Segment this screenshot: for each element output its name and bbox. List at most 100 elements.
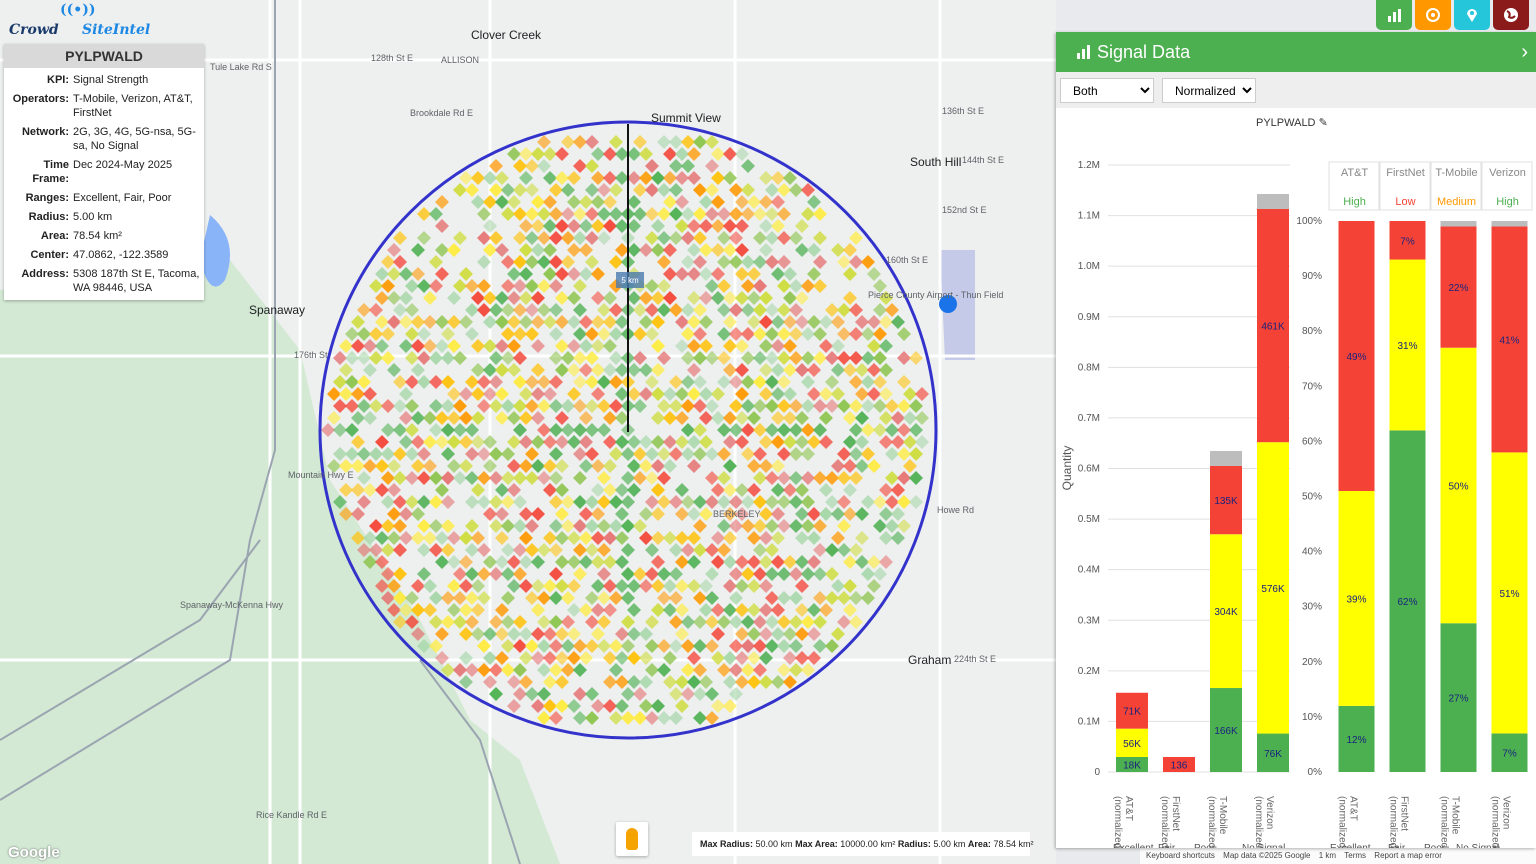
heat-cell (747, 195, 761, 209)
heat-cell (717, 303, 731, 317)
keyboard-shortcuts-link[interactable]: Keyboard shortcuts (1146, 851, 1215, 860)
heat-cell (615, 363, 629, 377)
bar-segment[interactable] (1389, 221, 1426, 260)
heat-cell (633, 567, 647, 581)
bar-segment[interactable] (1338, 705, 1375, 772)
heat-cell (729, 375, 743, 389)
heat-cell (603, 339, 617, 353)
airport-icon[interactable] (939, 295, 957, 313)
bar-segment[interactable] (1338, 490, 1375, 706)
heat-cell (831, 387, 845, 401)
heat-cell (591, 507, 605, 521)
chart-title[interactable]: PYLPWALD ✎ (1256, 116, 1328, 129)
heat-cell (333, 495, 347, 509)
heat-cell (387, 315, 401, 329)
info-key: Network: (21, 126, 69, 138)
heat-cell (795, 219, 809, 233)
heat-cell (825, 351, 839, 365)
heat-cell (813, 615, 827, 629)
heat-cell (465, 471, 479, 485)
heat-cell (429, 591, 443, 605)
heat-cell (633, 399, 647, 413)
map-scale: 1 km (1318, 851, 1337, 860)
normalization-select[interactable]: Normalized (1162, 78, 1256, 103)
heat-cell (753, 303, 767, 317)
bar-segment[interactable] (1389, 259, 1426, 431)
heat-cell (471, 627, 485, 641)
heat-cell (711, 483, 725, 497)
terms-link[interactable]: Terms (1344, 851, 1367, 860)
heat-cell (387, 483, 401, 497)
bar-segment[interactable] (1491, 226, 1528, 453)
heat-cell (387, 459, 401, 473)
heat-cell (711, 147, 725, 161)
report-error-link[interactable]: Report a map error (1374, 851, 1442, 860)
heat-cell (597, 303, 611, 317)
heat-cell (765, 351, 779, 365)
heat-cell (513, 639, 527, 653)
heat-cell (627, 147, 641, 161)
heat-cell (681, 375, 695, 389)
bar-segment[interactable] (1338, 221, 1375, 491)
heat-cell (699, 675, 713, 689)
heat-cell (891, 507, 905, 521)
bar-segment[interactable] (1440, 221, 1477, 227)
heat-cell (471, 603, 485, 617)
heat-cell (543, 483, 557, 497)
globe-icon[interactable] (1493, 0, 1529, 30)
bar-segment[interactable] (1257, 194, 1289, 210)
heat-cell (825, 375, 839, 389)
heat-cell (477, 279, 491, 293)
pencil-icon[interactable]: ✎ (1318, 117, 1328, 129)
heat-cell (855, 531, 869, 545)
heat-cell (555, 579, 569, 593)
heat-cell (555, 363, 569, 377)
heat-cell (693, 135, 707, 149)
heat-cell (795, 243, 809, 257)
operator-mode-select[interactable]: Both (1060, 78, 1154, 103)
heat-cell (657, 471, 671, 485)
heat-cell (633, 135, 647, 149)
info-value: T-Mobile, Verizon, AT&T, FirstNet (73, 93, 193, 119)
street-view-pegman[interactable] (616, 822, 648, 856)
data-label: 56K (1123, 739, 1141, 750)
heat-cell (435, 651, 449, 665)
bar-segment[interactable] (1491, 733, 1528, 772)
bar-segment[interactable] (1491, 221, 1528, 227)
heat-cell (645, 495, 659, 509)
pin-icon[interactable] (1454, 0, 1490, 30)
heat-cell (621, 567, 635, 581)
y-tick-label: 0.3M (1078, 615, 1100, 626)
heat-cell (879, 315, 893, 329)
bar-segment[interactable] (1440, 226, 1477, 348)
bar-segment[interactable] (1440, 623, 1477, 772)
data-label: 7% (1400, 236, 1415, 247)
target-icon[interactable] (1415, 0, 1451, 30)
x-tick-label-sub: (normalized) (1112, 796, 1123, 848)
bar-segment[interactable] (1210, 450, 1242, 466)
heat-cell (771, 603, 785, 617)
heat-cell (609, 711, 623, 725)
bar-chart-icon[interactable] (1376, 0, 1412, 30)
bar-segment[interactable] (1389, 430, 1426, 772)
heat-cell (567, 579, 581, 593)
heat-cell (567, 243, 581, 257)
bar-segment[interactable] (1440, 347, 1477, 624)
heat-cell (429, 255, 443, 269)
heat-cell (411, 531, 425, 545)
heat-cell (597, 615, 611, 629)
map-canvas[interactable]: 5 km (0, 0, 1056, 864)
heat-cell (633, 303, 647, 317)
bar-segment[interactable] (1491, 452, 1528, 734)
heat-cell (675, 147, 689, 161)
info-value: 47.0862, -122.3589 (73, 249, 169, 261)
heat-cell (831, 339, 845, 353)
chevron-right-icon[interactable]: › (1521, 41, 1528, 63)
heat-cell (687, 459, 701, 473)
heat-cell (699, 603, 713, 617)
heat-cell (351, 435, 365, 449)
heat-cell (795, 483, 809, 497)
heat-cell (723, 579, 737, 593)
heat-cell (819, 483, 833, 497)
